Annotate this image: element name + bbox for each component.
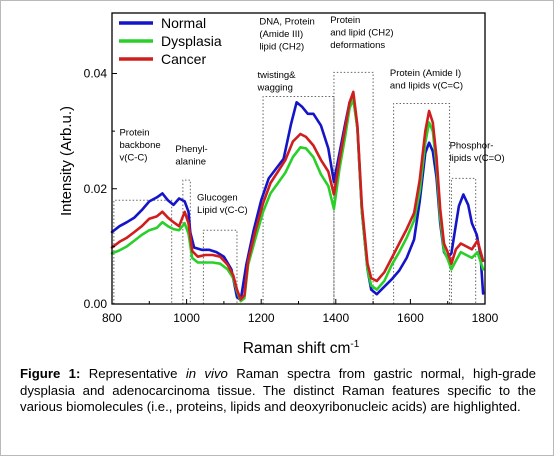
annotation-line: and lipid (CH2) [330, 27, 393, 38]
caption-label: Figure 1: [20, 366, 81, 381]
annotation-line: Glucogen [197, 192, 238, 203]
x-axis-label: Raman shift cm-1 [243, 339, 360, 357]
y-tick-label: 0.00 [84, 297, 108, 311]
caption-italic: in vivo [185, 366, 228, 381]
annotation-6: Protein (Amide I) and lipids v(C=C) [390, 68, 463, 92]
annotation-line: lipid (CH2) [259, 42, 304, 53]
x-tick-label: 1200 [248, 311, 275, 325]
annotation-4: twisting& wagging [256, 70, 296, 94]
highlight-band-5 [393, 102, 451, 304]
annotation-line: deformations [330, 40, 385, 51]
raman-chart: Protein backbone v(C-C)Phenyl-alanineGluco… [58, 12, 505, 357]
annotation-0: Protein backbone v(C-C) [119, 128, 160, 164]
annotation-line: v(C-C) [119, 153, 147, 164]
y-tick-label: 0.02 [84, 182, 108, 196]
highlight-band-6 [450, 177, 477, 304]
annotation-line: lipids v(C=O) [450, 153, 505, 164]
annotation-1: Phenyl-alanine [175, 144, 207, 168]
legend-label: Dysplasia [161, 33, 222, 49]
caption-text-1: Representative [80, 366, 186, 381]
figure-caption: Figure 1: Representative in vivo Raman s… [20, 366, 536, 416]
x-tick-label: 1000 [173, 311, 200, 325]
annotation-line: and lipids v(C=C) [390, 80, 463, 91]
annotation-line: Protein [330, 15, 360, 26]
annotation-5: Protein and lipid (CH2) deformations [330, 15, 393, 51]
annotation-line: backbone [119, 140, 160, 151]
highlight-band-3 [262, 96, 335, 304]
x-tick-label: 1800 [472, 311, 499, 325]
highlight-band-0 [113, 199, 173, 304]
annotation-line: twisting& [257, 70, 296, 81]
legend-label: Normal [161, 15, 206, 31]
annotation-7: Phosphor-lipids v(C=O) [450, 140, 505, 164]
annotation-line: DNA, Protein [259, 17, 314, 28]
annotation-line: Protein [119, 128, 149, 139]
y-tick-label: 0.04 [84, 67, 108, 81]
legend-label: Cancer [161, 51, 206, 67]
annotation-line: Lipid v(C-C) [197, 205, 248, 216]
annotation-3: DNA, Protein (Amide III) lipid (CH2) [259, 17, 314, 53]
annotation-line: Phosphor- [450, 140, 494, 151]
annotation-line: Phenyl- [175, 144, 207, 155]
x-tick-label: 800 [102, 311, 122, 325]
annotation-2: Glucogen Lipid v(C-C) [197, 192, 248, 216]
x-tick-label: 1600 [397, 311, 424, 325]
annotation-line: (Amide III) [259, 29, 303, 40]
y-axis-label: Intensity (Arb.u.) [58, 106, 75, 216]
x-tick-label: 1400 [322, 311, 349, 325]
caption-text-2: Raman spectra from gastric normal, high-… [20, 366, 537, 414]
annotation-line: wagging [256, 83, 292, 94]
annotation-line: alanine [175, 156, 206, 167]
series-line-cancer [110, 90, 485, 301]
annotation-line: Protein (Amide I) [390, 68, 461, 79]
highlight-band-2 [202, 229, 238, 304]
